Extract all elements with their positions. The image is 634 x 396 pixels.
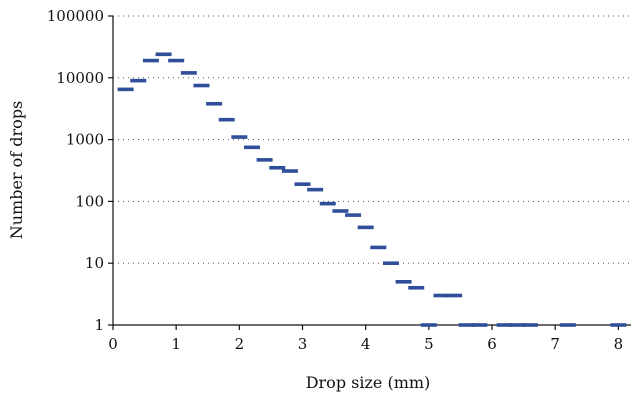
data-point <box>496 323 513 327</box>
x-axis-ticks: 0 1 2 3 4 5 6 7 8 <box>108 325 623 353</box>
y-axis-title: Number of drops <box>7 101 26 240</box>
data-point <box>471 323 488 327</box>
data-point <box>155 52 172 57</box>
data-point <box>521 323 538 327</box>
data-point <box>218 117 235 122</box>
data-point <box>168 58 185 63</box>
y-axis-ticks: 1 10 100 1000 10000 100000 <box>47 7 113 334</box>
y-tick-label: 1000 <box>66 131 104 149</box>
data-point <box>243 145 260 150</box>
data-point <box>307 187 324 192</box>
data-point <box>420 323 437 327</box>
data-point <box>269 165 286 170</box>
x-tick-label: 8 <box>614 335 624 353</box>
x-tick-label: 5 <box>424 335 434 353</box>
x-tick-label: 1 <box>171 335 181 353</box>
data-point <box>408 285 425 290</box>
data-point <box>370 245 387 250</box>
data-point <box>345 213 362 217</box>
data-point <box>117 87 134 92</box>
axes <box>112 16 631 326</box>
x-tick-label: 2 <box>235 335 245 353</box>
data-point <box>294 182 311 186</box>
data-point <box>458 323 475 327</box>
data-point <box>130 78 147 83</box>
data-point <box>231 135 248 139</box>
data-point <box>256 158 273 162</box>
data-point <box>446 293 463 298</box>
x-tick-label: 0 <box>108 335 118 353</box>
data-point <box>180 71 197 75</box>
data-point <box>433 293 450 298</box>
x-tick-label: 3 <box>298 335 308 353</box>
data-point <box>610 323 627 327</box>
data-point <box>382 261 399 265</box>
x-tick-label: 6 <box>487 335 497 353</box>
data-point <box>193 83 210 88</box>
data-point <box>559 323 576 327</box>
y-tick-label: 1 <box>94 316 104 334</box>
data-points <box>117 52 627 327</box>
data-point <box>332 209 349 213</box>
data-point <box>206 101 223 106</box>
data-point <box>509 323 526 327</box>
y-tick-label: 10 <box>85 254 104 272</box>
data-point <box>319 201 336 206</box>
x-axis-title: Drop size (mm) <box>306 373 431 392</box>
data-point <box>357 225 374 230</box>
y-tick-label: 100 <box>75 192 104 210</box>
x-tick-label: 4 <box>361 335 371 353</box>
y-tick-label: 100000 <box>47 7 104 25</box>
data-point <box>142 58 159 63</box>
x-tick-label: 7 <box>550 335 560 353</box>
y-tick-label: 10000 <box>56 69 104 87</box>
data-point <box>395 280 412 284</box>
data-point <box>281 169 298 173</box>
